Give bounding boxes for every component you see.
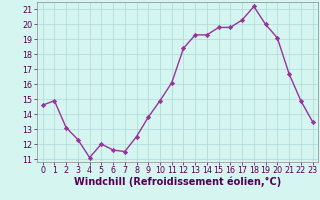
X-axis label: Windchill (Refroidissement éolien,°C): Windchill (Refroidissement éolien,°C) [74,177,281,187]
